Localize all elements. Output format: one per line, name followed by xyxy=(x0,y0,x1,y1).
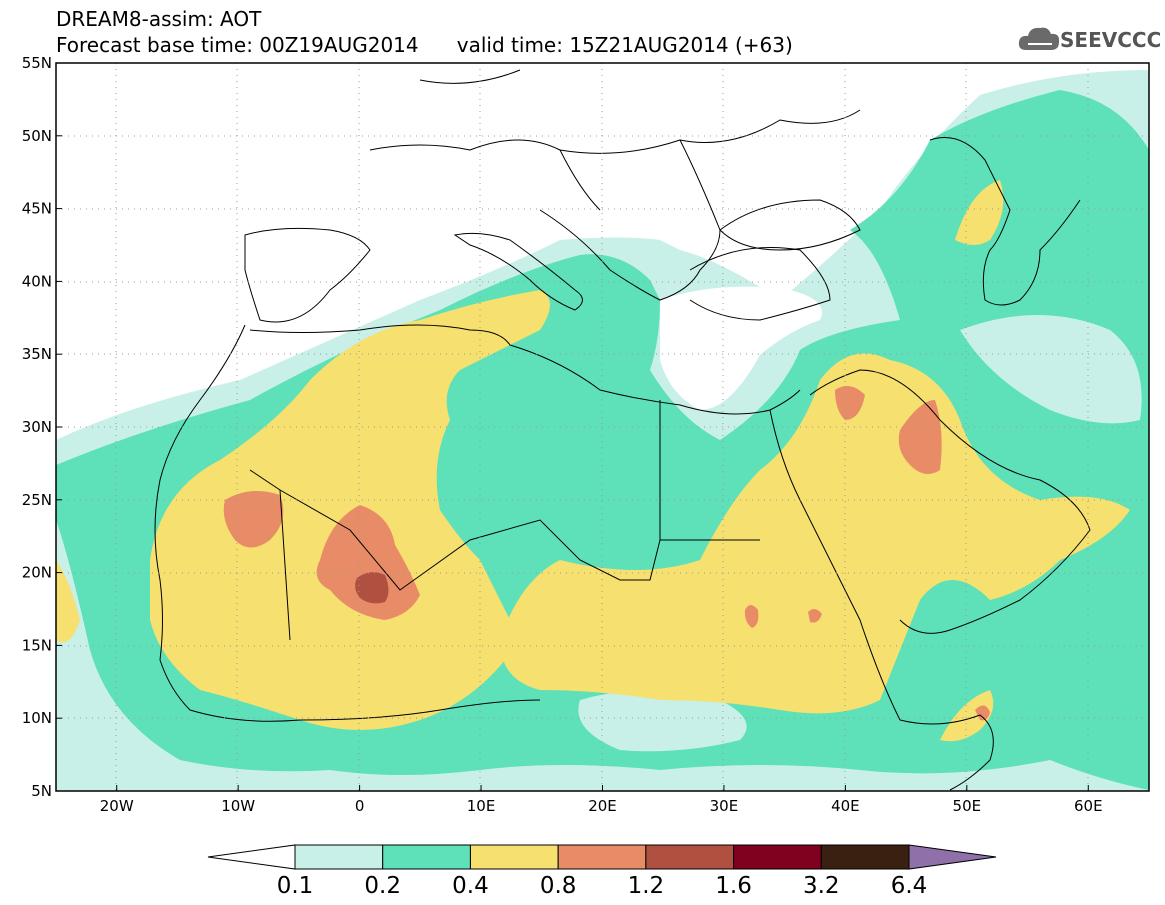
clean-area-africa-south xyxy=(578,690,747,752)
lat-tick-label: 10N xyxy=(22,709,52,727)
valid-time: valid time: 15Z21AUG2014 (+63) xyxy=(456,33,793,57)
lon-tick-label: 20E xyxy=(588,797,617,815)
border-sahara xyxy=(249,400,760,641)
colorbar: 0.1 0.2 0.4 0.8 1.2 1.6 3.2 6.4 xyxy=(207,844,997,899)
aot-band-0.8-d xyxy=(898,400,942,474)
lat-tick-label: 5N xyxy=(31,782,52,800)
aot-band-0.4 xyxy=(150,290,550,730)
aot-band-0.8-g xyxy=(975,705,990,721)
colorbar-label: 0.2 xyxy=(364,873,401,899)
coast-turkey xyxy=(689,247,831,321)
colorbar-swatch xyxy=(820,844,910,870)
lat-tick-label: 40N xyxy=(22,272,52,290)
colorbar-swatch xyxy=(733,844,822,870)
lat-tick-label: 35N xyxy=(22,345,52,363)
latitude-axis: 55N 50N 45N 40N 35N 30N 25N 20N 15N 10N 5N xyxy=(22,54,62,800)
colorbar-swatch xyxy=(557,844,647,870)
colorbar-label: 1.6 xyxy=(715,873,752,899)
aot-band-0.8-c xyxy=(835,386,865,420)
aot-band-1.2 xyxy=(355,572,389,604)
coast-caspian xyxy=(929,137,1081,306)
forecast-times: Forecast base time: 00Z19AUG2014 valid t… xyxy=(56,34,793,56)
lon-tick-label: 10E xyxy=(467,797,496,815)
clean-area-mediterranean xyxy=(660,286,822,410)
lat-tick-label: 25N xyxy=(22,491,52,509)
lon-tick-label: 40E xyxy=(831,797,860,815)
longitude-axis: 20W 10W 0 10E 20E 30E 40E 50E 60E xyxy=(100,785,1103,815)
colorbar-swatch xyxy=(469,844,559,870)
aot-band-0.4-east xyxy=(500,353,1130,714)
lon-tick-label: 20W xyxy=(100,797,134,815)
lat-tick-label: 55N xyxy=(22,54,52,72)
lon-tick-label: 50E xyxy=(953,797,982,815)
aot-band-0.8-a xyxy=(223,491,284,548)
lat-tick-label: 50N xyxy=(22,127,52,145)
colorbar-swatch xyxy=(645,844,735,870)
lon-tick-label: 60E xyxy=(1074,797,1103,815)
logo-text: SEEVCCC xyxy=(1060,28,1162,52)
lon-tick-label: 10W xyxy=(221,797,255,815)
chart-title: DREAM8-assim: AOT xyxy=(56,7,262,31)
colorbar-label: 6.4 xyxy=(891,873,928,899)
colorbar-label: 0.8 xyxy=(540,873,577,899)
lat-tick-label: 20N xyxy=(22,564,52,582)
colorbar-under-arrow xyxy=(207,844,296,870)
coast-horn xyxy=(899,714,994,791)
coast-red-sea xyxy=(769,409,901,721)
colorbar-swatch xyxy=(382,844,471,870)
coast-iberia xyxy=(244,227,371,323)
cloud-logo-icon xyxy=(1018,27,1060,50)
graticule xyxy=(56,63,1149,791)
clean-area-caspian xyxy=(960,315,1142,424)
coastlines xyxy=(154,69,1091,791)
aot-band-0.4-west xyxy=(56,560,80,643)
aot-band-0.8-f xyxy=(808,608,822,623)
lat-tick-label: 15N xyxy=(22,636,52,654)
aot-band-0.4-gulf xyxy=(940,690,994,742)
lat-tick-label: 45N xyxy=(22,200,52,218)
colorbar-label: 1.2 xyxy=(628,873,665,899)
aot-band-0.8-e xyxy=(744,605,759,628)
lon-tick-label: 0 xyxy=(355,797,365,815)
colorbar-label: 3.2 xyxy=(803,873,840,899)
colorbar-label: 0.4 xyxy=(452,873,489,899)
aot-band-0.4-caspian xyxy=(955,180,1004,245)
coast-italy xyxy=(453,232,583,311)
coast-black-sea xyxy=(719,199,861,251)
lon-tick-label: 30E xyxy=(710,797,739,815)
aot-band-0.8-b xyxy=(316,505,420,620)
lat-tick-label: 30N xyxy=(22,418,52,436)
coast-arabia xyxy=(809,369,1091,634)
aot-contours xyxy=(56,63,1149,791)
colorbar-swatch xyxy=(294,844,384,870)
coast-north-africa xyxy=(249,324,801,415)
colorbar-over-arrow xyxy=(908,844,997,870)
base-time: Forecast base time: 00Z19AUG2014 xyxy=(56,33,419,57)
colorbar-label: 0.1 xyxy=(277,873,314,899)
border-europe xyxy=(369,69,861,231)
